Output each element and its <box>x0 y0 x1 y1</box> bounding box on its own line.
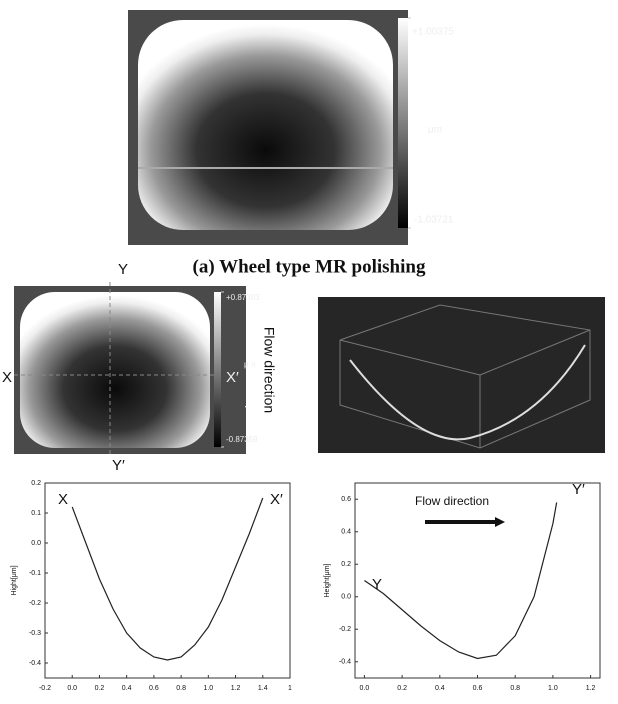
flow-label: Flow direction <box>261 327 277 413</box>
x-tick-label: 0.0 <box>360 685 370 692</box>
plot-frame <box>354 482 601 679</box>
unit: μm <box>428 125 442 136</box>
x-tick-label: 1.2 <box>231 685 241 692</box>
y-axis-label: Hight[μm] <box>11 565 18 595</box>
x-tick-label: 0.4 <box>122 685 132 692</box>
y-tick-label: -0.4 <box>29 660 41 667</box>
x-tick-label: 0.8 <box>176 685 186 692</box>
y-tick-label: -0.1 <box>29 570 41 577</box>
y-tick-label: 0.4 <box>341 529 351 536</box>
x-tick-label: 0.4 <box>435 685 445 692</box>
x-tick-label: 1.0 <box>548 685 558 692</box>
3d-view <box>318 297 605 453</box>
flow-arrow-head <box>495 517 505 527</box>
x-tick-label: 0.6 <box>473 685 483 692</box>
annotation: Y′ <box>572 481 585 498</box>
x-tick-label: 0.0 <box>67 685 77 692</box>
x-tick-label: 1.4 <box>258 685 268 692</box>
axis-label: X′ <box>226 369 239 386</box>
x-tick-label: 0.8 <box>510 685 520 692</box>
x-tick-label: 0.2 <box>397 685 407 692</box>
top-map: +1.00375 μm -1.03721 <box>128 10 454 245</box>
annotation: Y <box>372 576 382 593</box>
y-tick-label: -0.2 <box>29 600 41 607</box>
scale-max: +1.00375 <box>412 27 454 38</box>
scale-min: -0.87369 <box>226 435 258 444</box>
caption: (a) Wheel type MR polishing <box>193 256 426 277</box>
axis-label: X <box>2 369 12 386</box>
annotation: X′ <box>270 491 283 508</box>
x-tick-label: -0.2 <box>39 685 51 692</box>
y-tick-label: -0.3 <box>29 630 41 637</box>
annotation: X <box>58 491 68 508</box>
line <box>71 497 264 661</box>
scale-max: +0.87303 <box>226 293 260 302</box>
x-tick-label: 1.0 <box>203 685 213 692</box>
y-tick-label: 0.6 <box>341 496 351 503</box>
scale-min: -1.03721 <box>414 215 454 226</box>
y-tick-label: 0.2 <box>341 561 351 568</box>
y-tick-label: -0.2 <box>339 626 351 633</box>
x-tick-label: 0.2 <box>95 685 105 692</box>
line <box>364 502 558 660</box>
x-tick-label: 0.6 <box>149 685 159 692</box>
y-tick-label: 0.2 <box>31 480 41 487</box>
small-map: +0.87303 μm -0.87369 <box>14 282 260 456</box>
x-tick-label: 1 <box>288 685 292 692</box>
axis-label: Y′ <box>112 457 125 474</box>
y-tick-label: 0.1 <box>31 510 41 517</box>
axis-label: Y <box>118 261 128 278</box>
x-tick-label: 1.2 <box>586 685 596 692</box>
plot-frame <box>44 482 291 679</box>
y-tick-label: -0.4 <box>339 659 351 666</box>
y-axis-label: Height[μm] <box>324 563 331 597</box>
y-tick-label: 0.0 <box>341 594 351 601</box>
annotation: Flow direction <box>415 494 489 508</box>
y-tick-label: 0.0 <box>31 540 41 547</box>
